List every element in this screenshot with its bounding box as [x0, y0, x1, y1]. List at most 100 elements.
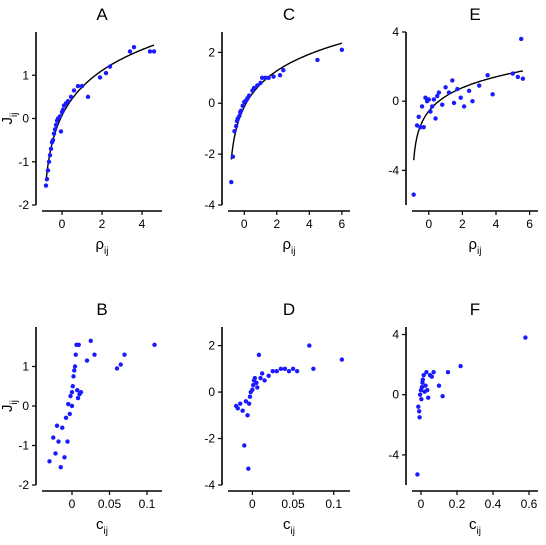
x-tick-label: 0.4: [485, 497, 502, 511]
data-point: [428, 109, 433, 114]
data-point: [229, 179, 234, 185]
data-point: [520, 76, 526, 81]
data-point: [277, 73, 283, 78]
data-point: [72, 368, 77, 373]
x-tick-label: 6: [526, 217, 533, 231]
y-tick-label: 0: [392, 94, 399, 108]
data-point: [66, 401, 71, 407]
panel-b: B -2 -1 0 1 0 0.05 0.1 cij Jij: [0, 300, 162, 537]
y-axis-label: Jij: [0, 113, 20, 125]
x-axis-label: cij: [469, 516, 481, 537]
data-point: [446, 90, 452, 95]
data-point: [52, 127, 58, 132]
data-point: [424, 369, 429, 375]
data-point: [92, 352, 97, 357]
y-tick-label: -2: [204, 147, 215, 161]
data-point: [270, 368, 275, 374]
x-tick-label: 0.05: [281, 497, 305, 511]
panel-d: D -4 -2 0 2 0 0.05 0.1 cij: [204, 300, 350, 537]
data-point: [433, 116, 438, 121]
data-point: [414, 123, 420, 128]
data-point: [436, 383, 442, 388]
x-tick-label: 4: [306, 217, 313, 231]
data-point: [50, 137, 56, 143]
data-point: [339, 47, 345, 53]
data-point: [118, 362, 123, 367]
x-tick-label: 0.6: [521, 497, 538, 511]
data-point: [436, 90, 442, 95]
data-point: [71, 88, 77, 93]
data-point: [258, 375, 263, 381]
y-tick-label: 1: [22, 68, 29, 82]
data-point: [79, 83, 85, 89]
data-point: [315, 57, 320, 63]
y-tick-label: 0: [22, 399, 29, 413]
data-point: [251, 382, 256, 388]
data-point: [262, 378, 267, 383]
data-point: [420, 377, 425, 382]
data-point: [458, 95, 463, 100]
data-point: [68, 94, 74, 100]
panel-b-title: B: [96, 300, 107, 319]
data-point: [245, 413, 250, 418]
panel-c: C -4 -2 0 2 0 2 4 6 ρij: [204, 5, 350, 257]
data-point: [416, 404, 421, 409]
data-point: [56, 439, 61, 444]
data-point: [44, 176, 50, 182]
data-point: [232, 129, 237, 134]
x-tick-label: 2: [459, 217, 466, 231]
x-axis-label: ρij: [469, 236, 482, 257]
y-tick-label: -2: [204, 432, 215, 446]
data-point: [458, 363, 463, 369]
data-point: [58, 465, 63, 470]
data-point: [435, 93, 440, 99]
data-point: [84, 358, 90, 363]
y-tick-label: -1: [18, 439, 29, 453]
x-tick-label: 0: [418, 497, 425, 511]
y-tick-label: -2: [18, 478, 29, 492]
data-point: [421, 124, 426, 130]
data-point: [43, 183, 49, 188]
data-point: [238, 401, 243, 406]
x-tick-label: 0: [249, 497, 256, 511]
data-point: [75, 83, 81, 89]
data-point: [445, 369, 451, 375]
y-tick-label: 0: [22, 112, 29, 126]
data-point: [455, 86, 460, 92]
y-tick-label: -4: [204, 478, 215, 492]
y-tick-label: -1: [18, 155, 29, 169]
data-point: [523, 335, 528, 340]
data-point: [256, 352, 262, 358]
data-point: [127, 49, 133, 54]
y-axis-label: Jij: [0, 400, 20, 412]
x-tick-label: 4: [139, 217, 146, 231]
data-point: [419, 397, 424, 402]
data-point: [431, 97, 437, 102]
data-point: [450, 78, 455, 83]
data-point: [147, 49, 153, 54]
data-point: [258, 80, 263, 86]
data-point: [47, 153, 53, 158]
y-tick-label: 4: [392, 328, 399, 342]
data-point: [250, 387, 255, 392]
x-tick-label: 0.1: [325, 497, 342, 511]
data-point: [429, 104, 435, 109]
data-point: [230, 154, 236, 159]
data-point: [418, 124, 423, 130]
data-point: [423, 95, 428, 100]
x-axis-label: cij: [283, 516, 295, 537]
data-point: [290, 366, 296, 372]
data-point: [67, 411, 72, 417]
data-point: [46, 159, 52, 164]
data-point: [235, 406, 240, 411]
y-tick-label: -2: [18, 198, 29, 212]
data-point: [259, 75, 265, 80]
data-point: [278, 366, 284, 372]
fit-curve: [413, 70, 524, 161]
data-point: [51, 131, 57, 136]
data-point: [263, 75, 268, 80]
data-point: [51, 435, 56, 440]
data-point: [251, 85, 257, 91]
data-point: [266, 373, 271, 378]
